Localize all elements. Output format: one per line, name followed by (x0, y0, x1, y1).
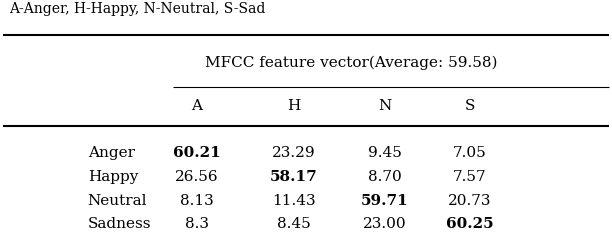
Text: Neutral: Neutral (88, 194, 147, 208)
Text: A: A (192, 99, 203, 113)
Text: 8.45: 8.45 (277, 217, 311, 231)
Text: A-Anger, H-Happy, N-Neutral, S-Sad: A-Anger, H-Happy, N-Neutral, S-Sad (9, 2, 265, 16)
Text: 60.21: 60.21 (173, 146, 221, 161)
Text: 58.17: 58.17 (270, 170, 318, 184)
Text: N: N (378, 99, 392, 113)
Text: S: S (465, 99, 475, 113)
Text: Happy: Happy (88, 170, 138, 184)
Text: 59.71: 59.71 (361, 194, 409, 208)
Text: 8.3: 8.3 (185, 217, 209, 231)
Text: 7.05: 7.05 (453, 146, 487, 161)
Text: 23.00: 23.00 (363, 217, 406, 231)
Text: 8.13: 8.13 (180, 194, 214, 208)
Text: 9.45: 9.45 (368, 146, 401, 161)
Text: Anger: Anger (88, 146, 135, 161)
Text: 26.56: 26.56 (175, 170, 218, 184)
Text: 7.57: 7.57 (453, 170, 487, 184)
Text: MFCC feature vector(Average: 59.58): MFCC feature vector(Average: 59.58) (205, 56, 498, 70)
Text: 8.70: 8.70 (368, 170, 401, 184)
Text: 11.43: 11.43 (272, 194, 316, 208)
Text: 60.25: 60.25 (446, 217, 493, 231)
Text: H: H (287, 99, 300, 113)
Text: 20.73: 20.73 (448, 194, 491, 208)
Text: 23.29: 23.29 (272, 146, 316, 161)
Text: Sadness: Sadness (88, 217, 151, 231)
